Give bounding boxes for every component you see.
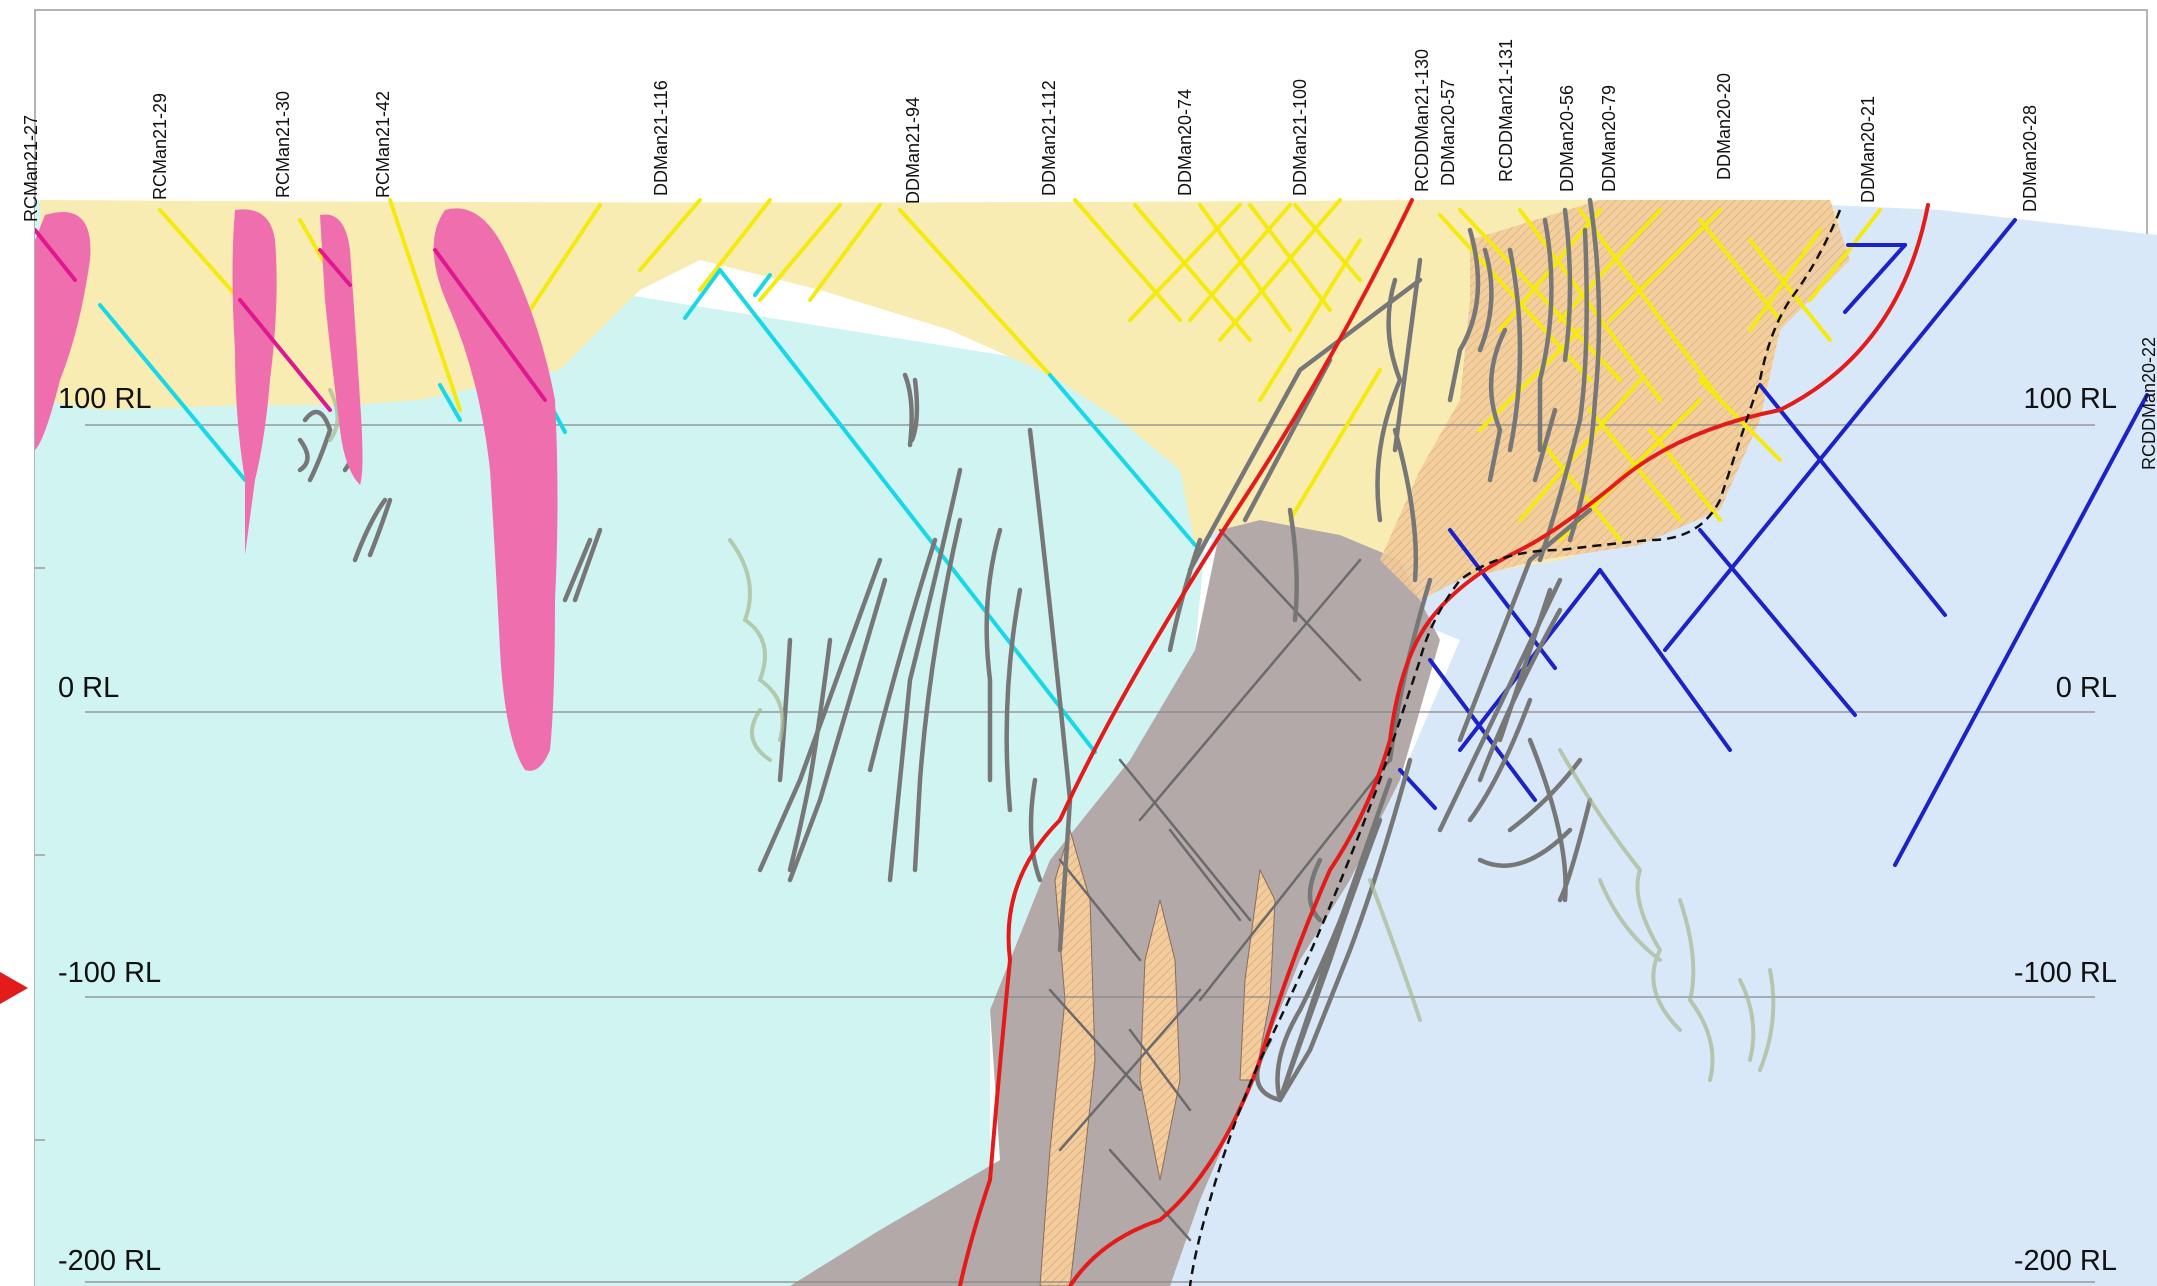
altered-lens [1039,828,1096,1286]
drillhole-label: DDMan21-100 [1290,79,1310,196]
pointer-arrow [0,972,28,1004]
intrusive-bodies [35,208,558,771]
drillhole-label: DDMan21-116 [651,80,671,196]
drillhole-label: RCMan21-27 [21,115,41,222]
fault-west [958,198,1414,1286]
drillhole-label: DDMan21-94 [903,97,923,204]
drillhole-traces-oxide [158,198,1882,542]
drillhole-label: RCDDMan21-130 [1412,49,1432,192]
west-rock-domain [35,200,1220,1286]
altered-lens [1239,868,1276,1081]
drillhole-label: DDMan20-56 [1557,85,1577,192]
rl-label-minus100-left: -100 RL [58,957,161,989]
drillhole-label: RCMan21-29 [150,93,170,200]
drillhole-labels: RCMan21-27 RCMan21-29 RCMan21-30 RCMan21… [21,39,2157,470]
drillhole-label: DDMan20-79 [1599,85,1619,192]
rl-labels-right: 100 RL 0 RL -100 RL -200 RL [2014,383,2117,1277]
rl-label-0-left: 0 RL [58,672,119,704]
drillhole-label: DDMan20-57 [1438,79,1458,186]
contact-boundary [1188,209,1842,1286]
drillhole-label: DDMan20-74 [1175,89,1195,196]
drillhole-label: RCDDMan21-131 [1496,39,1516,182]
altered-zone [1380,200,1850,600]
rl-label-100-left: 100 RL [58,383,152,415]
faults [958,198,1930,1286]
magenta-drill-intersections [35,228,547,412]
rl-label-0-right: 0 RL [2056,672,2117,704]
drillhole-label: DDMan20-28 [2020,105,2040,212]
drillhole-label: RCDDMan20-22 [2139,337,2157,470]
rl-gridlines [85,424,2095,1283]
fault-east [1068,203,1930,1286]
weathered-traces [328,388,1776,1082]
rl-label-minus200-left: -200 RL [58,1245,161,1277]
rl-label-100-right: 100 RL [2023,383,2117,415]
drillhole-label: DDMan20-21 [1858,96,1878,203]
drillhole-traces-east [1398,218,2149,867]
drillhole-label: RCMan21-30 [273,91,293,198]
rl-labels-left: 100 RL 0 RL -100 RL -200 RL [58,383,161,1277]
drillhole-traces-shear [1048,528,1392,1242]
altered-lens [1139,899,1181,1181]
drillhole-label: RCMan21-42 [373,91,393,198]
drillhole-label: DDMan20-20 [1714,73,1734,180]
rl-label-minus200-right: -200 RL [2014,1245,2117,1277]
drillhole-label: DDMan21-112 [1039,80,1059,196]
rl-label-minus100-right: -100 RL [2014,957,2117,989]
vein-traces [297,197,1602,1103]
